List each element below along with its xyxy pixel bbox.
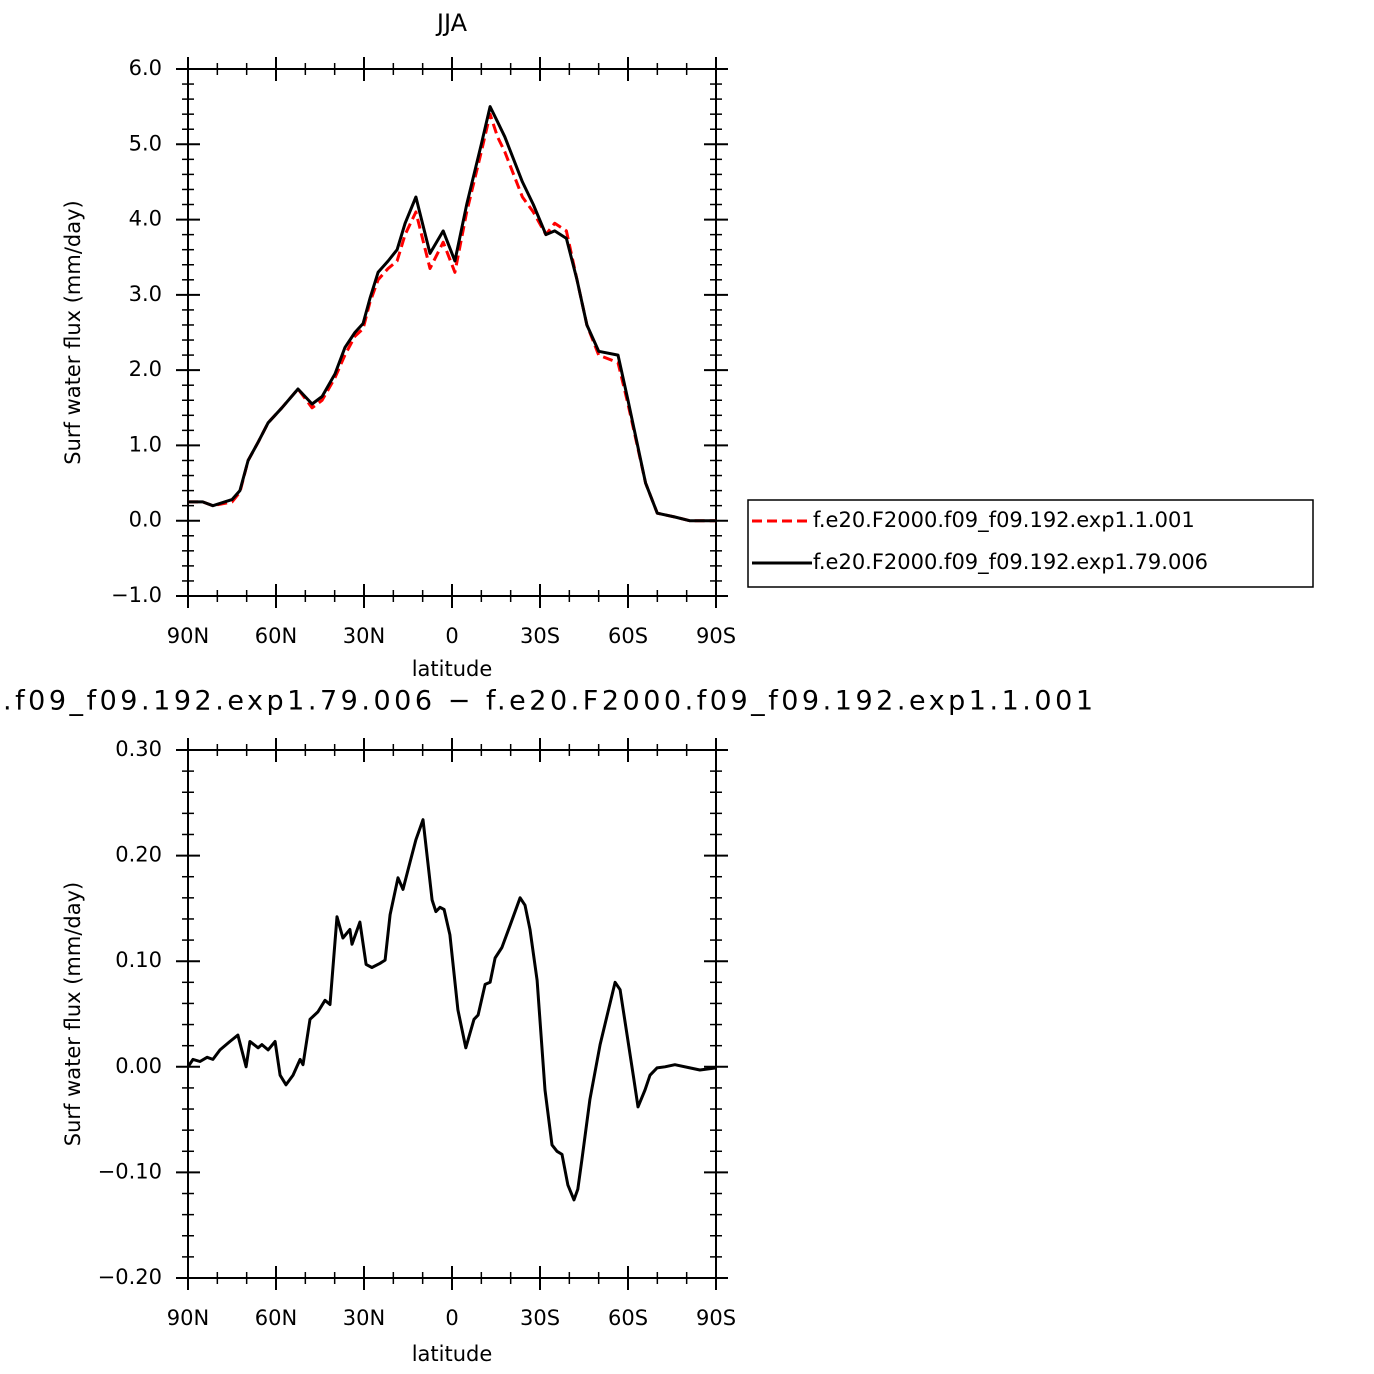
x-tick-label: 0 bbox=[445, 1306, 458, 1330]
y-tick-label: 6.0 bbox=[129, 56, 162, 80]
y-tick-label: 0.00 bbox=[115, 1054, 162, 1078]
x-tick-label: 30N bbox=[343, 1306, 385, 1330]
x-axis-label: latitude bbox=[412, 1342, 493, 1366]
x-tick-label: 90N bbox=[167, 1306, 209, 1330]
x-tick-label: 90S bbox=[696, 1306, 736, 1330]
y-tick-label: −0.10 bbox=[98, 1159, 162, 1183]
y-tick-label: 5.0 bbox=[129, 131, 162, 155]
plot-frame bbox=[187, 68, 717, 597]
x-tick-label: 30S bbox=[520, 624, 560, 648]
legend-label: f.e20.F2000.f09_f09.192.exp1.1.001 bbox=[813, 508, 1195, 533]
x-tick-label: 60S bbox=[608, 1306, 648, 1330]
y-axis-label: Surf water flux (mm/day) bbox=[61, 200, 85, 465]
chart-title: JJA bbox=[435, 9, 468, 37]
y-tick-label: 0.30 bbox=[115, 737, 162, 761]
x-tick-label: 30N bbox=[343, 624, 385, 648]
x-tick-label: 90S bbox=[696, 624, 736, 648]
x-tick-label: 60N bbox=[255, 1306, 297, 1330]
data-line bbox=[188, 105, 716, 523]
x-axis-label: latitude bbox=[412, 657, 493, 681]
y-tick-label: 4.0 bbox=[129, 207, 162, 231]
chart-title: .f09_f09.192.exp1.79.006 − f.e20.F2000.f… bbox=[3, 686, 1093, 717]
x-tick-label: 0 bbox=[445, 624, 458, 648]
x-tick-label: 60S bbox=[608, 624, 648, 648]
x-tick-label: 30S bbox=[520, 1306, 560, 1330]
y-axis-label: Surf water flux (mm/day) bbox=[61, 882, 85, 1147]
plot-frame bbox=[187, 749, 717, 1279]
y-tick-label: 3.0 bbox=[129, 282, 162, 306]
legend-box bbox=[747, 499, 1314, 588]
data-line bbox=[186, 818, 717, 1202]
y-tick-label: 2.0 bbox=[129, 357, 162, 381]
data-line bbox=[188, 112, 716, 523]
y-tick-label: −1.0 bbox=[111, 583, 162, 607]
y-tick-label: 0.0 bbox=[129, 508, 162, 532]
y-tick-label: 1.0 bbox=[129, 432, 162, 456]
y-tick-label: 0.10 bbox=[115, 948, 162, 972]
y-tick-label: −0.20 bbox=[98, 1265, 162, 1289]
x-tick-label: 60N bbox=[255, 624, 297, 648]
x-tick-label: 90N bbox=[167, 624, 209, 648]
legend-label: f.e20.F2000.f09_f09.192.exp1.79.006 bbox=[813, 550, 1208, 575]
y-tick-label: 0.20 bbox=[115, 843, 162, 867]
